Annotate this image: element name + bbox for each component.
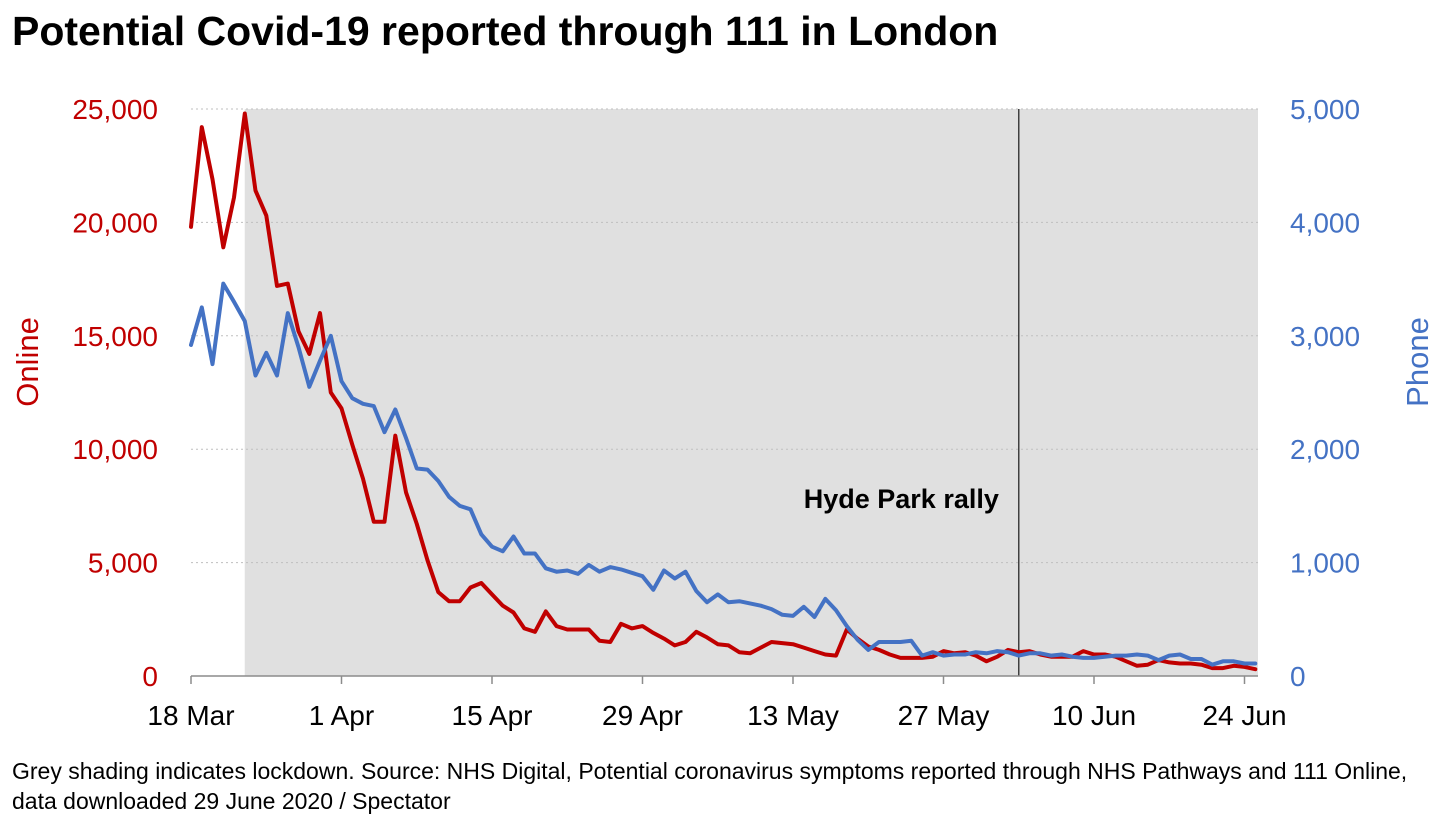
- chart-title: Potential Covid-19 reported through 111 …: [12, 8, 999, 54]
- axis-titles: Online Phone: [10, 317, 1435, 407]
- lockdown-shading: [244, 109, 1258, 676]
- x-tick-label: 13 May: [747, 700, 839, 731]
- left-tick-label: 25,000: [72, 94, 158, 125]
- right-tick-label: 1,000: [1290, 548, 1360, 579]
- right-tick-label: 5,000: [1290, 94, 1360, 125]
- x-tick-label: 18 Mar: [147, 700, 234, 731]
- rally-annotation: Hyde Park rally: [804, 484, 999, 514]
- lockdown-shading-layer: [244, 109, 1258, 676]
- right-tick-label: 3,000: [1290, 321, 1360, 352]
- tick-labels: 18 Mar 1 Apr 15 Apr 29 Apr 13 May 27 May 10 Ju…: [72, 94, 1360, 731]
- series-lines: [189, 111, 1258, 672]
- axes: [190, 675, 1258, 684]
- right-tick-label: 0: [1290, 661, 1306, 692]
- right-tick-label: 4,000: [1290, 207, 1360, 238]
- left-axis-title: Online: [10, 317, 45, 407]
- x-tick-label: 1 Apr: [309, 700, 374, 731]
- x-tick-label: 10 Jun: [1052, 700, 1136, 731]
- line-chart: 18 Mar 1 Apr 15 Apr 29 Apr 13 May 27 May 10 Ju…: [10, 94, 1435, 731]
- left-tick-label: 10,000: [72, 434, 158, 465]
- x-tick-label: 15 Apr: [452, 700, 533, 731]
- phone-series-line: [189, 281, 1258, 667]
- left-tick-label: 15,000: [72, 321, 158, 352]
- x-tick-label: 24 Jun: [1202, 700, 1286, 731]
- x-tick-label: 27 May: [898, 700, 990, 731]
- source-note: Grey shading indicates lockdown. Source:…: [12, 758, 1408, 814]
- x-tick-label: 29 Apr: [602, 700, 683, 731]
- left-tick-label: 0: [142, 661, 158, 692]
- left-tick-label: 5,000: [88, 548, 158, 579]
- right-axis-title: Phone: [1400, 317, 1435, 407]
- left-tick-label: 20,000: [72, 207, 158, 238]
- right-tick-label: 2,000: [1290, 434, 1360, 465]
- online-series-line: [189, 111, 1258, 672]
- annotations: Hyde Park rally: [804, 484, 999, 514]
